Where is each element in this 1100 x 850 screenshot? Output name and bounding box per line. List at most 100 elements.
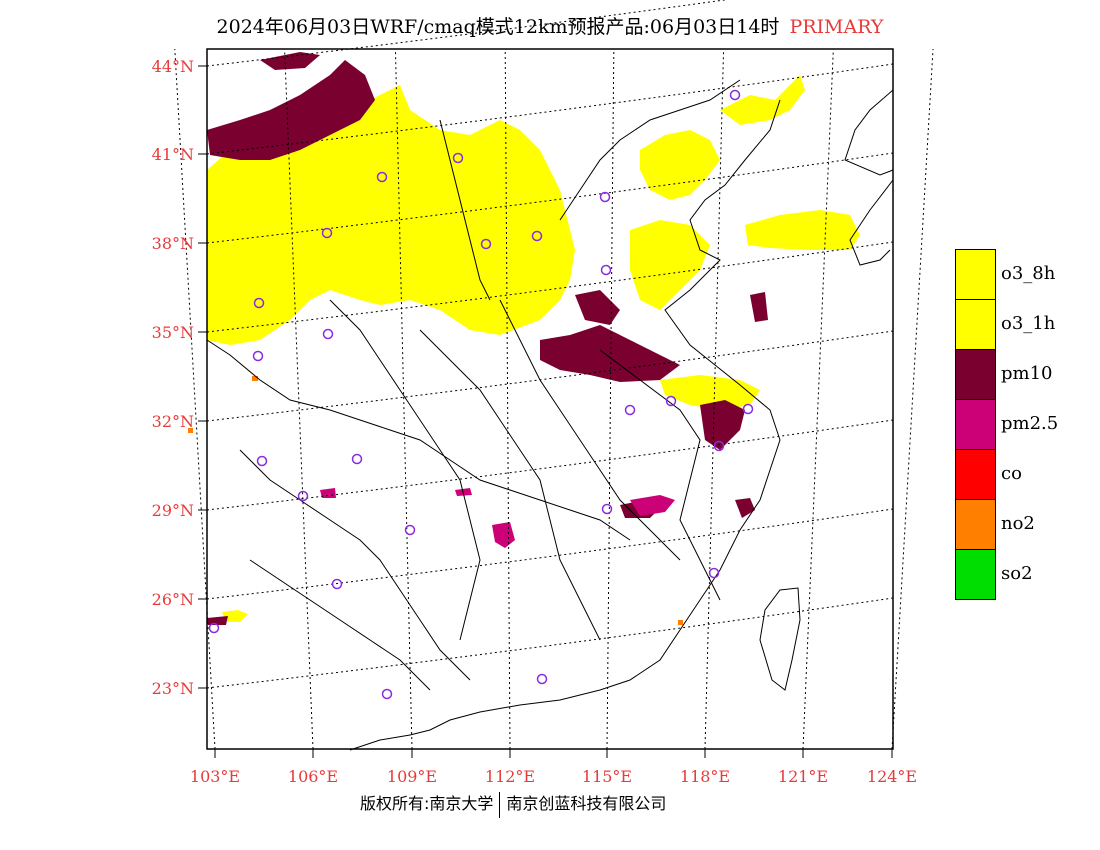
legend-label: so2	[1001, 563, 1033, 584]
pm10-region-henan	[540, 325, 680, 382]
o3-layer	[207, 75, 860, 622]
legend-label: no2	[1001, 513, 1035, 534]
legend-swatch	[955, 449, 996, 500]
station-marker	[322, 328, 334, 340]
korea-outline	[844, 89, 894, 176]
legend-item: so2	[955, 549, 1081, 600]
station-marker	[208, 622, 220, 634]
longitude-gridline	[394, 48, 413, 750]
pm10-region-north-edge	[260, 52, 320, 70]
lon-label: 109°E	[387, 767, 437, 786]
legend-item: co	[955, 449, 1081, 500]
station-marker	[351, 453, 363, 465]
pm10-region-yellow-sea	[750, 292, 768, 322]
longitude-gridline	[174, 48, 216, 750]
no2-cell	[678, 620, 683, 625]
latitude-gridline	[206, 330, 894, 422]
station-marker	[624, 404, 636, 416]
legend-label: o3_8h	[1001, 263, 1056, 284]
station-marker	[381, 688, 393, 700]
o3-region-northeast	[640, 130, 720, 200]
o3-region-jiangsu	[660, 375, 760, 410]
station-marker	[253, 297, 265, 309]
lon-label: 103°E	[190, 767, 240, 786]
map-title: 2024年06月03日WRF/cmaq模式12km预报产品:06月03日14时 P…	[0, 12, 1100, 39]
no2-layer	[188, 376, 683, 625]
legend-item: pm2.5	[955, 399, 1081, 450]
footer-separator	[499, 791, 501, 818]
station-marker	[531, 230, 543, 242]
longitude-gridline	[802, 48, 834, 750]
longitude-gridline	[284, 48, 314, 750]
footer-left: 版权所有:南京大学	[360, 794, 494, 813]
pm10-region-anhui	[700, 400, 745, 450]
pm10-region-shandong-west	[575, 290, 620, 325]
lat-label: 32°N	[152, 412, 194, 431]
lat-label: 29°N	[152, 501, 194, 520]
legend-swatch	[955, 349, 996, 400]
station-marker	[742, 403, 754, 415]
lat-label: 41°N	[152, 145, 194, 164]
latitude-gridline	[206, 152, 894, 244]
legend-label: pm10	[1001, 363, 1053, 384]
lon-label: 118°E	[680, 767, 730, 786]
station-marker	[665, 395, 677, 407]
copyright-footer: 版权所有:南京大学 南京创蓝科技有限公司	[360, 790, 666, 818]
coastline	[349, 99, 894, 751]
lon-label: 112°E	[485, 767, 535, 786]
longitude-gridline	[504, 48, 511, 750]
station-marker	[601, 503, 613, 515]
station-marker	[600, 264, 612, 276]
legend-swatch	[955, 499, 996, 550]
lat-label: 38°N	[152, 234, 194, 253]
longitude-gridline	[891, 48, 934, 750]
pm10-region-guangxi	[207, 616, 228, 625]
legend-item: pm10	[955, 349, 1081, 400]
no2-cell	[188, 428, 193, 433]
longitude-axis: 103°E 106°E 109°E 112°E 115°E 118°E 121°E 124°E	[190, 749, 917, 786]
station-marker	[331, 578, 343, 590]
pollutant-fields	[188, 52, 860, 625]
pm10-region-inner-mongolia	[207, 60, 375, 160]
pm10-region-zhejiang	[735, 498, 755, 518]
legend-label: o3_1h	[1001, 313, 1056, 334]
legend: o3_8h o3_1h pm10 pm2.5 co no2 so2	[955, 249, 1081, 600]
latitude-gridline	[206, 0, 728, 67]
lat-label: 23°N	[152, 679, 194, 698]
station-marker	[252, 350, 264, 362]
lon-label: 106°E	[288, 767, 338, 786]
title-main: 2024年06月03日WRF/cmaq模式12km预报产品:06月03日14时	[216, 16, 780, 38]
pm25-region-jiangxi	[630, 495, 675, 516]
pm25-layer	[320, 488, 675, 548]
o3-region-shandong	[630, 220, 710, 310]
station-marker	[297, 490, 309, 502]
province-lines	[206, 79, 741, 691]
legend-swatch	[955, 549, 996, 600]
lon-label: 115°E	[582, 767, 632, 786]
legend-item: no2	[955, 499, 1081, 550]
legend-item: o3_8h	[955, 249, 1081, 300]
latitude-gridline	[206, 241, 894, 333]
station-marker	[713, 440, 725, 452]
o3-region-guangxi	[222, 610, 248, 622]
latitude-gridline	[206, 597, 894, 689]
legend-swatch	[955, 249, 996, 300]
footer-right: 南京创蓝科技有限公司	[506, 794, 667, 813]
latitude-axis: 44°N 41°N 38°N 35°N 32°N 29°N 26°N 23°N	[152, 57, 207, 698]
station-marker	[452, 152, 464, 164]
station-marker	[729, 89, 741, 101]
pm25-region-hunan-west	[492, 522, 515, 548]
lon-label: 121°E	[778, 767, 828, 786]
legend-swatch	[955, 299, 996, 350]
station-marker	[480, 238, 492, 250]
lon-label: 124°E	[867, 767, 917, 786]
lat-label: 44°N	[152, 57, 194, 76]
lat-label: 26°N	[152, 590, 194, 609]
latitude-gridline	[206, 508, 894, 600]
lat-label: 35°N	[152, 323, 194, 342]
o3-region-liaoning	[720, 75, 805, 125]
station-marker	[321, 227, 333, 239]
latitude-gridline	[206, 63, 894, 155]
station-marker	[376, 171, 388, 183]
